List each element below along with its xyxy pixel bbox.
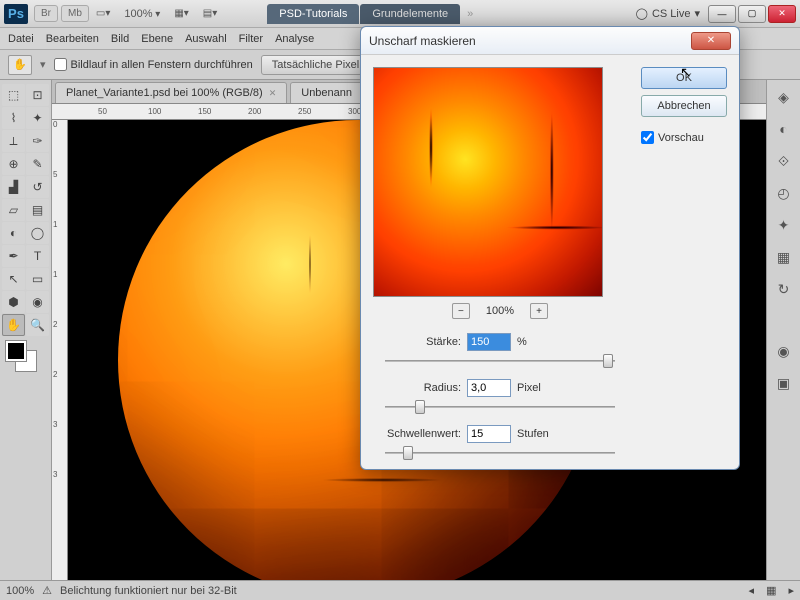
color-swatches[interactable]: [2, 341, 42, 377]
doc-tab-2[interactable]: Unbenann: [290, 82, 363, 103]
brush-tool-icon[interactable]: ✎: [26, 153, 49, 175]
staerke-label: Stärke:: [373, 336, 461, 348]
menu-auswahl[interactable]: Auswahl: [185, 33, 227, 45]
path-tool-icon[interactable]: ↖: [2, 268, 25, 290]
menu-datei[interactable]: Datei: [8, 33, 34, 45]
statusbar: 100% ⚠ Belichtung funktioniert nur bei 3…: [0, 580, 800, 600]
channels-icon[interactable]: ◐: [773, 118, 795, 140]
close-tab-icon[interactable]: ✕: [269, 88, 277, 99]
vorschau-checkbox[interactable]: Vorschau: [641, 131, 727, 144]
adjustments-icon[interactable]: ◴: [773, 182, 795, 204]
cs-live-icon: ◯: [636, 7, 648, 20]
swatches-icon[interactable]: ▦: [773, 246, 795, 268]
type-tool-icon[interactable]: T: [26, 245, 49, 267]
bridge-button[interactable]: Br: [34, 5, 58, 22]
paths-icon[interactable]: ⟐: [773, 150, 795, 172]
status-message: Belichtung funktioniert nur bei 32-Bit: [60, 585, 237, 597]
dialog-title: Unscharf maskieren: [369, 34, 476, 48]
dodge-tool-icon[interactable]: ◯: [26, 222, 49, 244]
ok-button[interactable]: OK: [641, 67, 727, 89]
radius-slider[interactable]: [385, 397, 615, 411]
menu-bild[interactable]: Bild: [111, 33, 129, 45]
filter-preview[interactable]: [373, 67, 603, 297]
cs-live-button[interactable]: ◯ CS Live ▾: [636, 7, 700, 20]
navigator-icon[interactable]: ▣: [773, 372, 795, 394]
warning-icon: ⚠: [42, 584, 52, 597]
tab-psd-tutorials[interactable]: PSD-Tutorials: [267, 4, 359, 24]
unsharp-mask-dialog: Unscharf maskieren ✕ − 100% + Stärke: %: [360, 26, 740, 470]
actual-pixels-button[interactable]: Tatsächliche Pixel: [261, 55, 370, 75]
zoom-out-button[interactable]: −: [452, 303, 470, 319]
schwellen-input[interactable]: [467, 425, 511, 443]
maximize-button[interactable]: ▢: [738, 5, 766, 23]
crop-tool-icon[interactable]: ⟂: [2, 130, 25, 152]
radius-label: Radius:: [373, 382, 461, 394]
stamp-tool-icon[interactable]: ▟: [2, 176, 25, 198]
gradient-tool-icon[interactable]: ▤: [26, 199, 49, 221]
blur-tool-icon[interactable]: ◐: [2, 222, 25, 244]
ps-logo-icon: Ps: [4, 4, 28, 24]
menu-analyse[interactable]: Analyse: [275, 33, 314, 45]
eraser-tool-icon[interactable]: ▱: [2, 199, 25, 221]
vertical-ruler: 05112233: [52, 120, 68, 580]
doc-tab-1[interactable]: Planet_Variante1.psd bei 100% (RGB/8)✕: [55, 82, 287, 103]
shape-tool-icon[interactable]: ▭: [26, 268, 49, 290]
screen-mode-dropdown[interactable]: ▦▾: [170, 6, 192, 21]
menu-filter[interactable]: Filter: [239, 33, 263, 45]
hand-tool-icon[interactable]: ✋: [8, 55, 32, 75]
tabs-more-icon[interactable]: »: [461, 4, 479, 24]
workspace-tabs: PSD-Tutorials Grundelemente »: [267, 4, 479, 24]
menu-ebene[interactable]: Ebene: [141, 33, 173, 45]
3d-camera-tool-icon[interactable]: ◉: [26, 291, 49, 313]
dialog-close-button[interactable]: ✕: [691, 32, 731, 50]
dialog-titlebar[interactable]: Unscharf maskieren ✕: [361, 27, 739, 55]
wand-tool-icon[interactable]: ✦: [26, 107, 49, 129]
zoom-tool-icon[interactable]: 🔍: [26, 314, 49, 336]
view-arrange-dropdown[interactable]: ▭▾: [92, 6, 114, 21]
schwellen-label: Schwellenwert:: [373, 428, 461, 440]
toolbox: ⬚⊡ ⌇✦ ⟂✑ ⊕✎ ▟↺ ▱▤ ◐◯ ✒T ↖▭ ⬢◉ ✋🔍: [0, 80, 52, 580]
scroll-all-checkbox[interactable]: Bildlauf in allen Fenstern durchführen: [54, 58, 253, 71]
healing-tool-icon[interactable]: ⊕: [2, 153, 25, 175]
styles-icon[interactable]: ✦: [773, 214, 795, 236]
pen-tool-icon[interactable]: ✒: [2, 245, 25, 267]
right-panel: ◈ ◐ ⟐ ◴ ✦ ▦ ↻ ◉ ▣: [766, 80, 800, 580]
window-controls: — ▢ ✕: [708, 5, 796, 23]
minibridge-button[interactable]: Mb: [61, 5, 89, 22]
preview-zoom: 100%: [486, 305, 514, 317]
info-icon[interactable]: ◉: [773, 340, 795, 362]
3d-tool-icon[interactable]: ⬢: [2, 291, 25, 313]
layers-icon[interactable]: ◈: [773, 86, 795, 108]
menu-bearbeiten[interactable]: Bearbeiten: [46, 33, 99, 45]
eyedropper-tool-icon[interactable]: ✑: [26, 130, 49, 152]
abbrechen-button[interactable]: Abbrechen: [641, 95, 727, 117]
staerke-slider[interactable]: [385, 351, 615, 365]
dropdown-arrow-icon[interactable]: ▾: [40, 58, 46, 71]
status-zoom: 100%: [6, 585, 34, 597]
schwellen-slider[interactable]: [385, 443, 615, 457]
zoom-dropdown[interactable]: 100% ▾: [120, 6, 164, 22]
move-tool-icon[interactable]: ⬚: [2, 84, 25, 106]
history-brush-tool-icon[interactable]: ↺: [26, 176, 49, 198]
titlebar: Ps Br Mb ▭▾ 100% ▾ ▦▾ ▤▾ PSD-Tutorials G…: [0, 0, 800, 28]
staerke-input[interactable]: [467, 333, 511, 351]
hand-tool-icon2[interactable]: ✋: [2, 314, 25, 336]
radius-input[interactable]: [467, 379, 511, 397]
tab-grundelemente[interactable]: Grundelemente: [360, 4, 460, 24]
zoom-in-button[interactable]: +: [530, 303, 548, 319]
close-button[interactable]: ✕: [768, 5, 796, 23]
marquee-tool-icon[interactable]: ⊡: [26, 84, 49, 106]
history-icon[interactable]: ↻: [773, 278, 795, 300]
lasso-tool-icon[interactable]: ⌇: [2, 107, 25, 129]
extras-dropdown[interactable]: ▤▾: [199, 6, 221, 21]
minimize-button[interactable]: —: [708, 5, 736, 23]
